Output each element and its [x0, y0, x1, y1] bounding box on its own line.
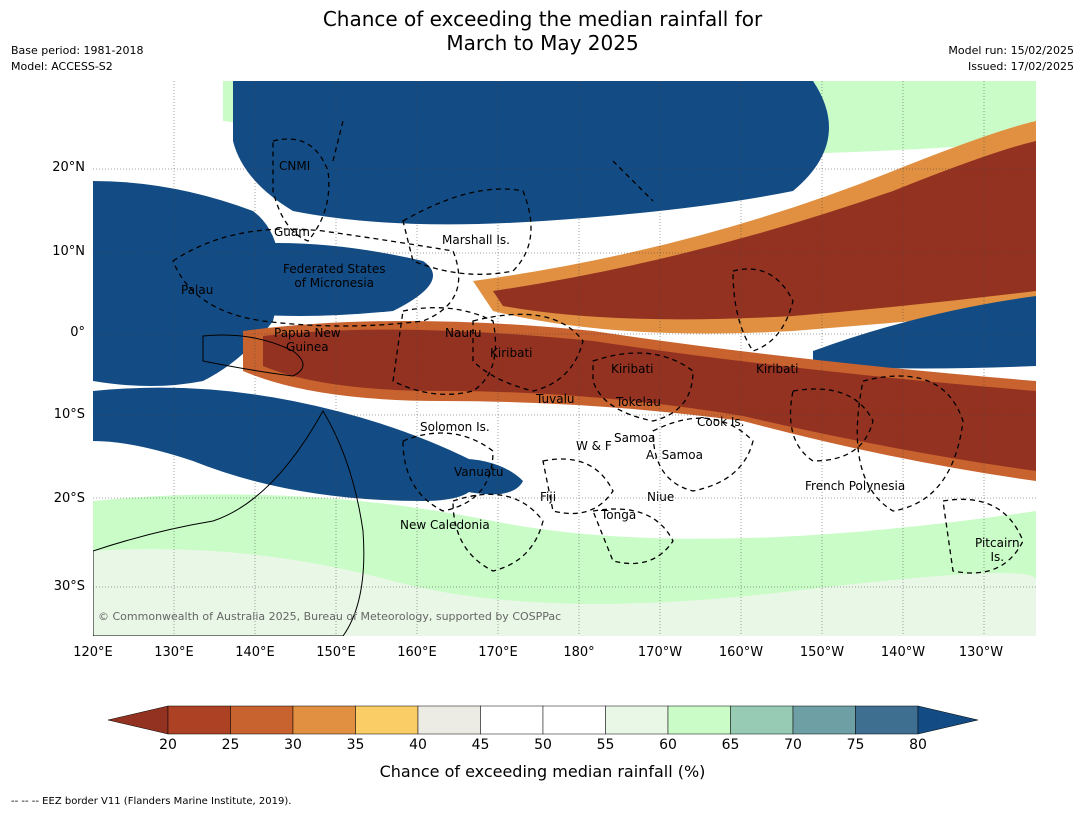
copyright-notice: © Commonwealth of Australia 2025, Bureau… [98, 610, 562, 623]
sw-wet-region [93, 387, 478, 501]
place-label-french-polynesia: French Polynesia [805, 479, 906, 493]
place-label-new-caledonia: New Caledonia [400, 518, 490, 532]
equatorial-dry-band [263, 329, 1036, 471]
vanuatu-wet [423, 458, 523, 495]
meta-left: Base period: 1981-2018 Model: ACCESS-S2 [11, 43, 143, 75]
place-label-kiribati-west: Kiribati [490, 346, 533, 360]
lat-label-10s: 10°S [53, 407, 85, 422]
lon-label-150w: 150°W [799, 645, 845, 660]
ne-dry-band [493, 141, 1036, 320]
colorbar-label: Chance of exceeding median rainfall (%) [379, 762, 706, 781]
warm-pool-wet [193, 243, 433, 316]
lat-label-30s: 30°S [53, 579, 85, 594]
lon-label-140w: 140°W [880, 645, 926, 660]
graticule [93, 81, 1036, 636]
lon-label-120e: 120°E [73, 645, 113, 660]
model-run: Model run: 15/02/2025 [948, 44, 1074, 57]
place-label-guam: Guam [274, 225, 310, 239]
issued-date: Issued: 17/02/2025 [967, 60, 1074, 73]
colorbar-segment [855, 705, 919, 735]
place-label-tokelau: Tokelau [616, 395, 661, 409]
colorbar-tick-label: 50 [534, 737, 552, 753]
colorbar-segment [605, 705, 669, 735]
colorbar-segment [730, 705, 794, 735]
lon-label-130e: 130°E [154, 645, 194, 660]
north-wet-band [233, 81, 829, 225]
colorbar-tick-label: 40 [409, 737, 427, 753]
colorbar-segment [230, 705, 294, 735]
place-label-cook-is: Cook Is. [697, 415, 745, 429]
lat-label-10n: 10°N [52, 244, 85, 259]
australia-coastline [93, 410, 365, 636]
colorbar-tick-label: 70 [784, 737, 802, 753]
colorbar [108, 705, 978, 735]
colorbar-segment [667, 705, 731, 735]
base-period: Base period: 1981-2018 [11, 44, 144, 57]
model-name: Model: ACCESS-S2 [11, 60, 113, 73]
place-label-marshall: Marshall Is. [442, 233, 510, 247]
place-label-palau: Palau [181, 283, 214, 297]
new-guinea-coastline [202, 334, 304, 377]
place-label-kiribati-central: Kiribati [611, 362, 654, 376]
colorbar-segment [542, 705, 606, 735]
colorbar-tick-label: 35 [346, 737, 365, 753]
lat-label-0: 0° [70, 325, 85, 340]
place-label-solomon: Solomon Is. [420, 420, 490, 434]
place-label-american-samoa: A. Samoa [646, 448, 703, 462]
colorbar-tick-label: 55 [596, 737, 615, 753]
rainfall-map [93, 81, 1036, 636]
colorbar-segment [480, 705, 544, 735]
place-label-vanuatu: Vanuatu [454, 465, 504, 479]
title-line-2: March to May 2025 [446, 31, 639, 55]
colorbar-tick-label: 45 [471, 737, 490, 753]
place-label-fsm: Federated States of Micronesia [283, 262, 386, 290]
colorbar-segment [792, 705, 856, 735]
colorbar-segment [355, 705, 419, 735]
lon-label-130w: 130°W [958, 645, 1004, 660]
place-label-nauru: Nauru [445, 326, 482, 340]
lat-label-20s: 20°S [53, 491, 85, 506]
colorbar-tick-label: 30 [284, 737, 302, 753]
place-label-cnmi: CNMI [279, 159, 311, 173]
place-label-fiji: Fiji [540, 490, 557, 504]
colorbar-tick-label: 75 [846, 737, 865, 753]
eez-borders [172, 120, 1024, 574]
place-label-samoa: Samoa [614, 431, 656, 445]
lon-label-150e: 150°E [316, 645, 356, 660]
colorbar-under-arrow [108, 705, 169, 735]
eez-note: -- -- -- EEZ border V11 (Flanders Marine… [11, 796, 292, 807]
title-line-1: Chance of exceeding the median rainfall … [322, 7, 763, 31]
colorbar-segment [417, 705, 481, 735]
east-wet-tongue [813, 296, 1036, 369]
colorbar-tick-label: 80 [909, 737, 927, 753]
colorbar-tick-label: 60 [659, 737, 677, 753]
place-label-wallis-futuna: W & F [576, 439, 612, 453]
place-label-kiribati-east: Kiribati [756, 362, 799, 376]
meta-right: Model run: 15/02/2025 Issued: 17/02/2025 [948, 43, 1074, 75]
place-label-tuvalu: Tuvalu [536, 392, 575, 406]
place-label-niue: Niue [647, 490, 675, 504]
colorbar-over-arrow [917, 705, 978, 735]
colorbar-tick-label: 25 [221, 737, 240, 753]
lon-label-170e: 170°E [478, 645, 518, 660]
lon-label-160e: 160°E [397, 645, 437, 660]
colorbar-tick-label: 65 [721, 737, 740, 753]
lon-label-160w: 160°W [718, 645, 764, 660]
lon-label-170w: 170°W [637, 645, 683, 660]
lon-label-140e: 140°E [235, 645, 275, 660]
colorbar-segment [292, 705, 356, 735]
lat-label-20n: 20°N [52, 160, 85, 175]
pale-green-field [93, 549, 1036, 636]
lon-label-180: 180° [563, 645, 595, 660]
place-label-tonga: Tonga [601, 508, 637, 522]
map-title: Chance of exceeding the median rainfall … [0, 7, 1085, 55]
colorbar-segment [167, 705, 231, 735]
place-label-png: Papua New Guinea [274, 326, 341, 354]
colorbar-tick-label: 20 [159, 737, 177, 753]
place-label-pitcairn: Pitcairn Is. [975, 536, 1020, 564]
